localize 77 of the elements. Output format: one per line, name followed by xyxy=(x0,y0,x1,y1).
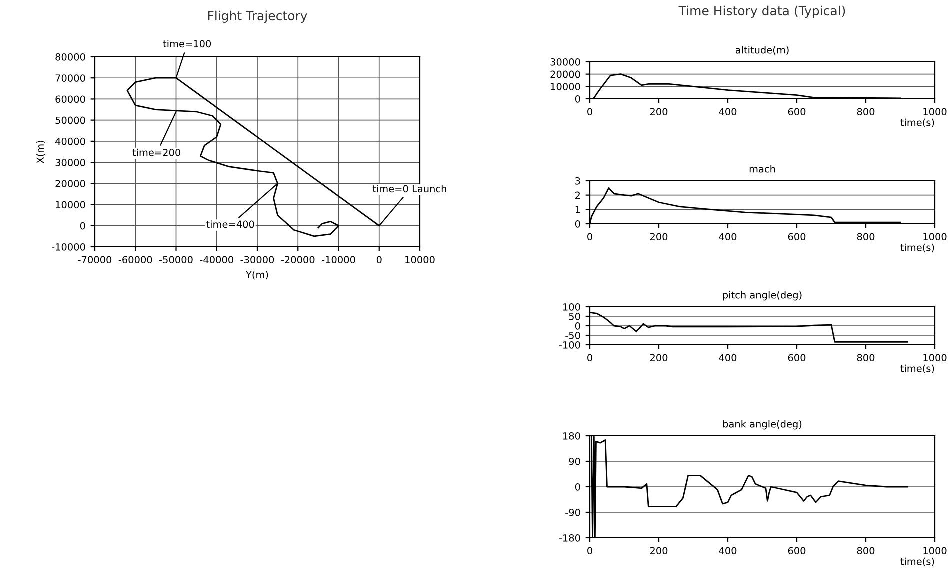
x-axis-title: time(s) xyxy=(900,244,934,252)
annotation: time=200 xyxy=(132,148,180,156)
x-tick-label: -50000 xyxy=(160,256,193,264)
x-axis-title: Y(m) xyxy=(246,271,268,280)
y-tick-label: 20000 xyxy=(550,70,580,78)
y-tick-label: 3 xyxy=(576,177,580,185)
x-tick-label: 200 xyxy=(650,108,668,116)
x-tick-label: 1000 xyxy=(924,108,947,116)
y-tick-label: 0 xyxy=(575,220,580,228)
x-tick-label: 800 xyxy=(857,354,875,362)
chart-title: Flight Trajectory xyxy=(208,10,308,23)
y-tick-label: -180 xyxy=(559,534,580,542)
y-tick-label: 80000 xyxy=(56,53,86,61)
y-tick-label: 0 xyxy=(575,483,580,491)
y-tick-label: 0 xyxy=(575,322,580,330)
y-tick-label: 1 xyxy=(576,206,580,214)
y-tick-label: 60000 xyxy=(56,96,86,104)
y-tick-label: 30000 xyxy=(56,159,86,166)
x-tick-label: 400 xyxy=(719,547,737,555)
x-tick-label: 1000 xyxy=(924,547,947,555)
y-tick-label: 2 xyxy=(576,192,580,200)
x-tick-label: 800 xyxy=(857,108,875,116)
x-tick-label: -10000 xyxy=(322,256,356,264)
x-tick-label: 600 xyxy=(788,233,806,241)
y-tick-label: -10000 xyxy=(52,243,86,251)
x-tick-label: -40000 xyxy=(200,256,234,264)
chart-subtitle: altitude(m) xyxy=(736,46,789,55)
x-tick-label: 200 xyxy=(650,233,668,241)
x-tick-label: 200 xyxy=(650,354,668,362)
x-tick-label: -60000 xyxy=(118,256,152,264)
x-tick-label: 0 xyxy=(588,108,592,116)
x-tick-label: 400 xyxy=(719,354,737,362)
x-tick-label: 0 xyxy=(588,547,592,555)
x-tick-label: 0 xyxy=(588,233,592,241)
x-tick-label: -30000 xyxy=(240,256,274,264)
y-tick-label: 50 xyxy=(569,312,580,320)
y-tick-label: 10000 xyxy=(56,201,86,209)
y-tick-label: 0 xyxy=(575,95,580,103)
x-tick-label: 600 xyxy=(788,547,806,555)
x-tick-label: 400 xyxy=(719,233,737,241)
annotation: time=400 xyxy=(206,220,254,228)
y-tick-label: 30000 xyxy=(550,58,580,66)
chart-subtitle: bank angle(deg) xyxy=(723,420,802,430)
x-tick-label: -20000 xyxy=(281,256,315,264)
chart-subtitle: mach xyxy=(750,165,776,173)
y-tick-label: 10000 xyxy=(551,83,580,90)
y-tick-label: 20000 xyxy=(56,180,86,188)
annotation: time=100 xyxy=(163,40,212,48)
x-tick-label: 0 xyxy=(588,354,592,362)
annotation: time=0 Launch xyxy=(372,185,446,193)
y-tick-label: 40000 xyxy=(56,138,86,146)
x-axis-title: time(s) xyxy=(900,558,934,566)
y-tick-label: 90 xyxy=(569,458,580,466)
y-tick-label: 100 xyxy=(563,303,580,311)
x-tick-label: 600 xyxy=(788,354,806,362)
x-axis-title: time(s) xyxy=(900,364,934,374)
y-tick-label: 0 xyxy=(80,222,86,230)
x-tick-label: 600 xyxy=(788,108,806,116)
x-tick-label: -70000 xyxy=(78,256,112,264)
chart-title: Time History data (Typical) xyxy=(678,6,846,18)
x-tick-label: 1000 xyxy=(924,354,947,362)
chart-subtitle: pitch angle(deg) xyxy=(723,291,802,301)
x-tick-label: 800 xyxy=(857,233,875,241)
y-tick-label: -100 xyxy=(559,341,580,349)
y-axis-title: X(m) xyxy=(36,140,46,164)
y-tick-label: -90 xyxy=(566,508,580,516)
x-tick-label: 200 xyxy=(650,547,668,555)
x-tick-label: 400 xyxy=(719,108,737,116)
x-tick-label: 800 xyxy=(857,547,875,555)
x-axis-title: time(s) xyxy=(900,118,934,128)
y-tick-label: 70000 xyxy=(56,74,86,82)
x-tick-label: 0 xyxy=(376,256,382,264)
x-tick-label: 1000 xyxy=(924,233,947,241)
y-tick-label: 50000 xyxy=(56,116,86,124)
x-tick-label: 10000 xyxy=(406,256,435,264)
y-tick-label: -50 xyxy=(566,332,580,340)
y-tick-label: 180 xyxy=(563,432,580,440)
